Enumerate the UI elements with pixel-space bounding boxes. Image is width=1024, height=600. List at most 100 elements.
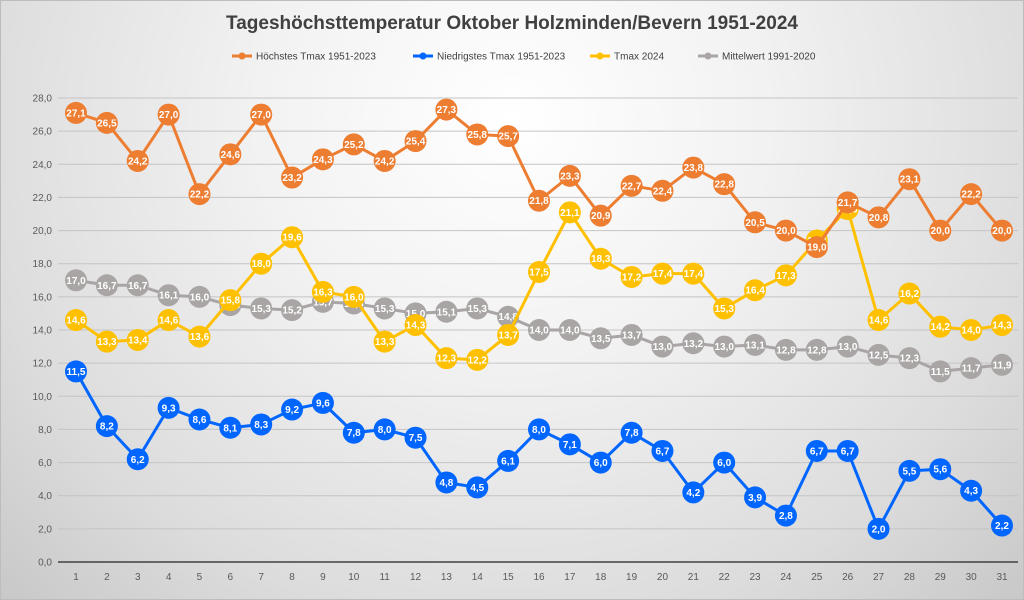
data-label: 19,0 [807,243,827,254]
legend: Höchstes Tmax 1951-2023 Niedrigstes Tmax … [232,52,816,63]
data-point [620,174,643,197]
data-point [250,252,273,275]
data-label: 21,7 [838,198,858,209]
data-label: 14,0 [961,326,981,337]
data-label: 11,9 [993,360,1012,371]
data-label: 12,3 [900,354,920,365]
data-point [558,164,581,187]
data-point [435,471,458,494]
data-label: 13,0 [653,342,673,353]
data-point [651,179,674,202]
data-label: 14,8 [498,312,518,323]
data-point [867,309,890,332]
data-point [682,332,705,355]
x-tick-label: 2 [104,572,110,583]
data-point [960,319,983,341]
data-label: 25,4 [406,137,426,148]
data-point [960,357,983,380]
data-point [713,335,736,358]
data-point [188,325,211,348]
data-point [188,183,211,206]
legend-item-mittelwert-1991-2020: Mittelwert 1991-2020 [698,52,816,63]
x-tick-label: 21 [688,572,700,583]
data-label: 4,3 [964,486,978,497]
data-label: 6,2 [131,455,145,466]
y-tick-label: 2,0 [38,524,52,535]
data-point [898,168,921,191]
data-label: 23,2 [282,173,302,184]
data-label: 8,0 [532,425,546,436]
data-point [898,459,921,482]
data-point [558,201,581,224]
data-point [744,333,767,356]
y-axis: 0,0 2,0 4,0 6,0 8,0 10,0 12,0 14,0 16,0 18,0 20,0 2… [33,94,53,569]
legend-label: Niedrigstes Tmax 1951-2023 [437,52,566,63]
legend-item-tmax-2024: Tmax 2024 [590,52,664,63]
data-label: 8,2 [100,422,114,433]
data-point [466,297,489,320]
legend-label: Mittelwert 1991-2020 [722,52,816,63]
x-tick-label: 15 [503,572,515,583]
data-point [95,274,118,297]
data-label: 27,0 [251,110,271,121]
data-point [620,265,643,288]
data-point [836,335,859,358]
x-tick-label: 30 [966,572,978,583]
data-label: 13,4 [128,335,148,346]
data-point [404,130,427,153]
data-label: 13,3 [375,337,395,348]
data-label: 16,3 [313,287,333,298]
x-tick-label: 16 [533,572,545,583]
data-point [929,458,952,481]
data-label: 16,0 [190,292,210,303]
data-point [682,156,705,179]
y-tick-label: 10,0 [33,392,53,403]
data-label: 15,8 [221,296,241,307]
data-label: 14,2 [931,322,951,333]
data-point [774,338,797,361]
data-label: 4,2 [686,488,700,499]
x-tick-label: 9 [320,572,326,583]
y-tick-label: 18,0 [33,259,53,270]
legend-swatch-marker [419,52,427,60]
data-point [991,353,1013,376]
data-point [929,219,952,242]
x-tick-label: 3 [135,572,141,583]
data-point [497,449,520,472]
x-tick-label: 26 [842,572,854,583]
data-label: 17,3 [776,271,796,282]
data-point [311,280,334,303]
data-point [805,236,828,259]
data-point [157,284,180,307]
legend-swatch-marker [596,52,604,60]
data-label: 11,7 [962,364,981,375]
data-point [65,360,87,383]
data-label: 12,3 [437,354,457,365]
data-point [404,314,427,337]
data-point [126,448,149,471]
data-label: 20,0 [776,226,796,237]
data-point [867,206,890,229]
data-label: 24,2 [375,156,395,167]
x-tick-label: 18 [595,572,607,583]
data-label: 4,5 [470,483,484,494]
x-tick-label: 25 [811,572,823,583]
data-label: 16,7 [128,281,148,292]
data-point [65,309,87,332]
data-point [929,315,952,338]
data-point [435,300,458,323]
data-label: 24,2 [128,156,148,167]
y-tick-label: 6,0 [38,458,52,469]
legend-label: Höchstes Tmax 1951-2023 [256,52,376,63]
data-point [373,149,396,172]
data-point [589,204,612,227]
data-label: 20,5 [745,218,765,229]
data-point [157,103,180,126]
data-label: 8,0 [378,425,392,436]
data-label: 16,4 [745,286,765,297]
data-point [682,262,705,285]
data-label: 11,5 [931,367,950,378]
legend-swatch-marker [238,52,246,60]
data-point [620,323,643,346]
